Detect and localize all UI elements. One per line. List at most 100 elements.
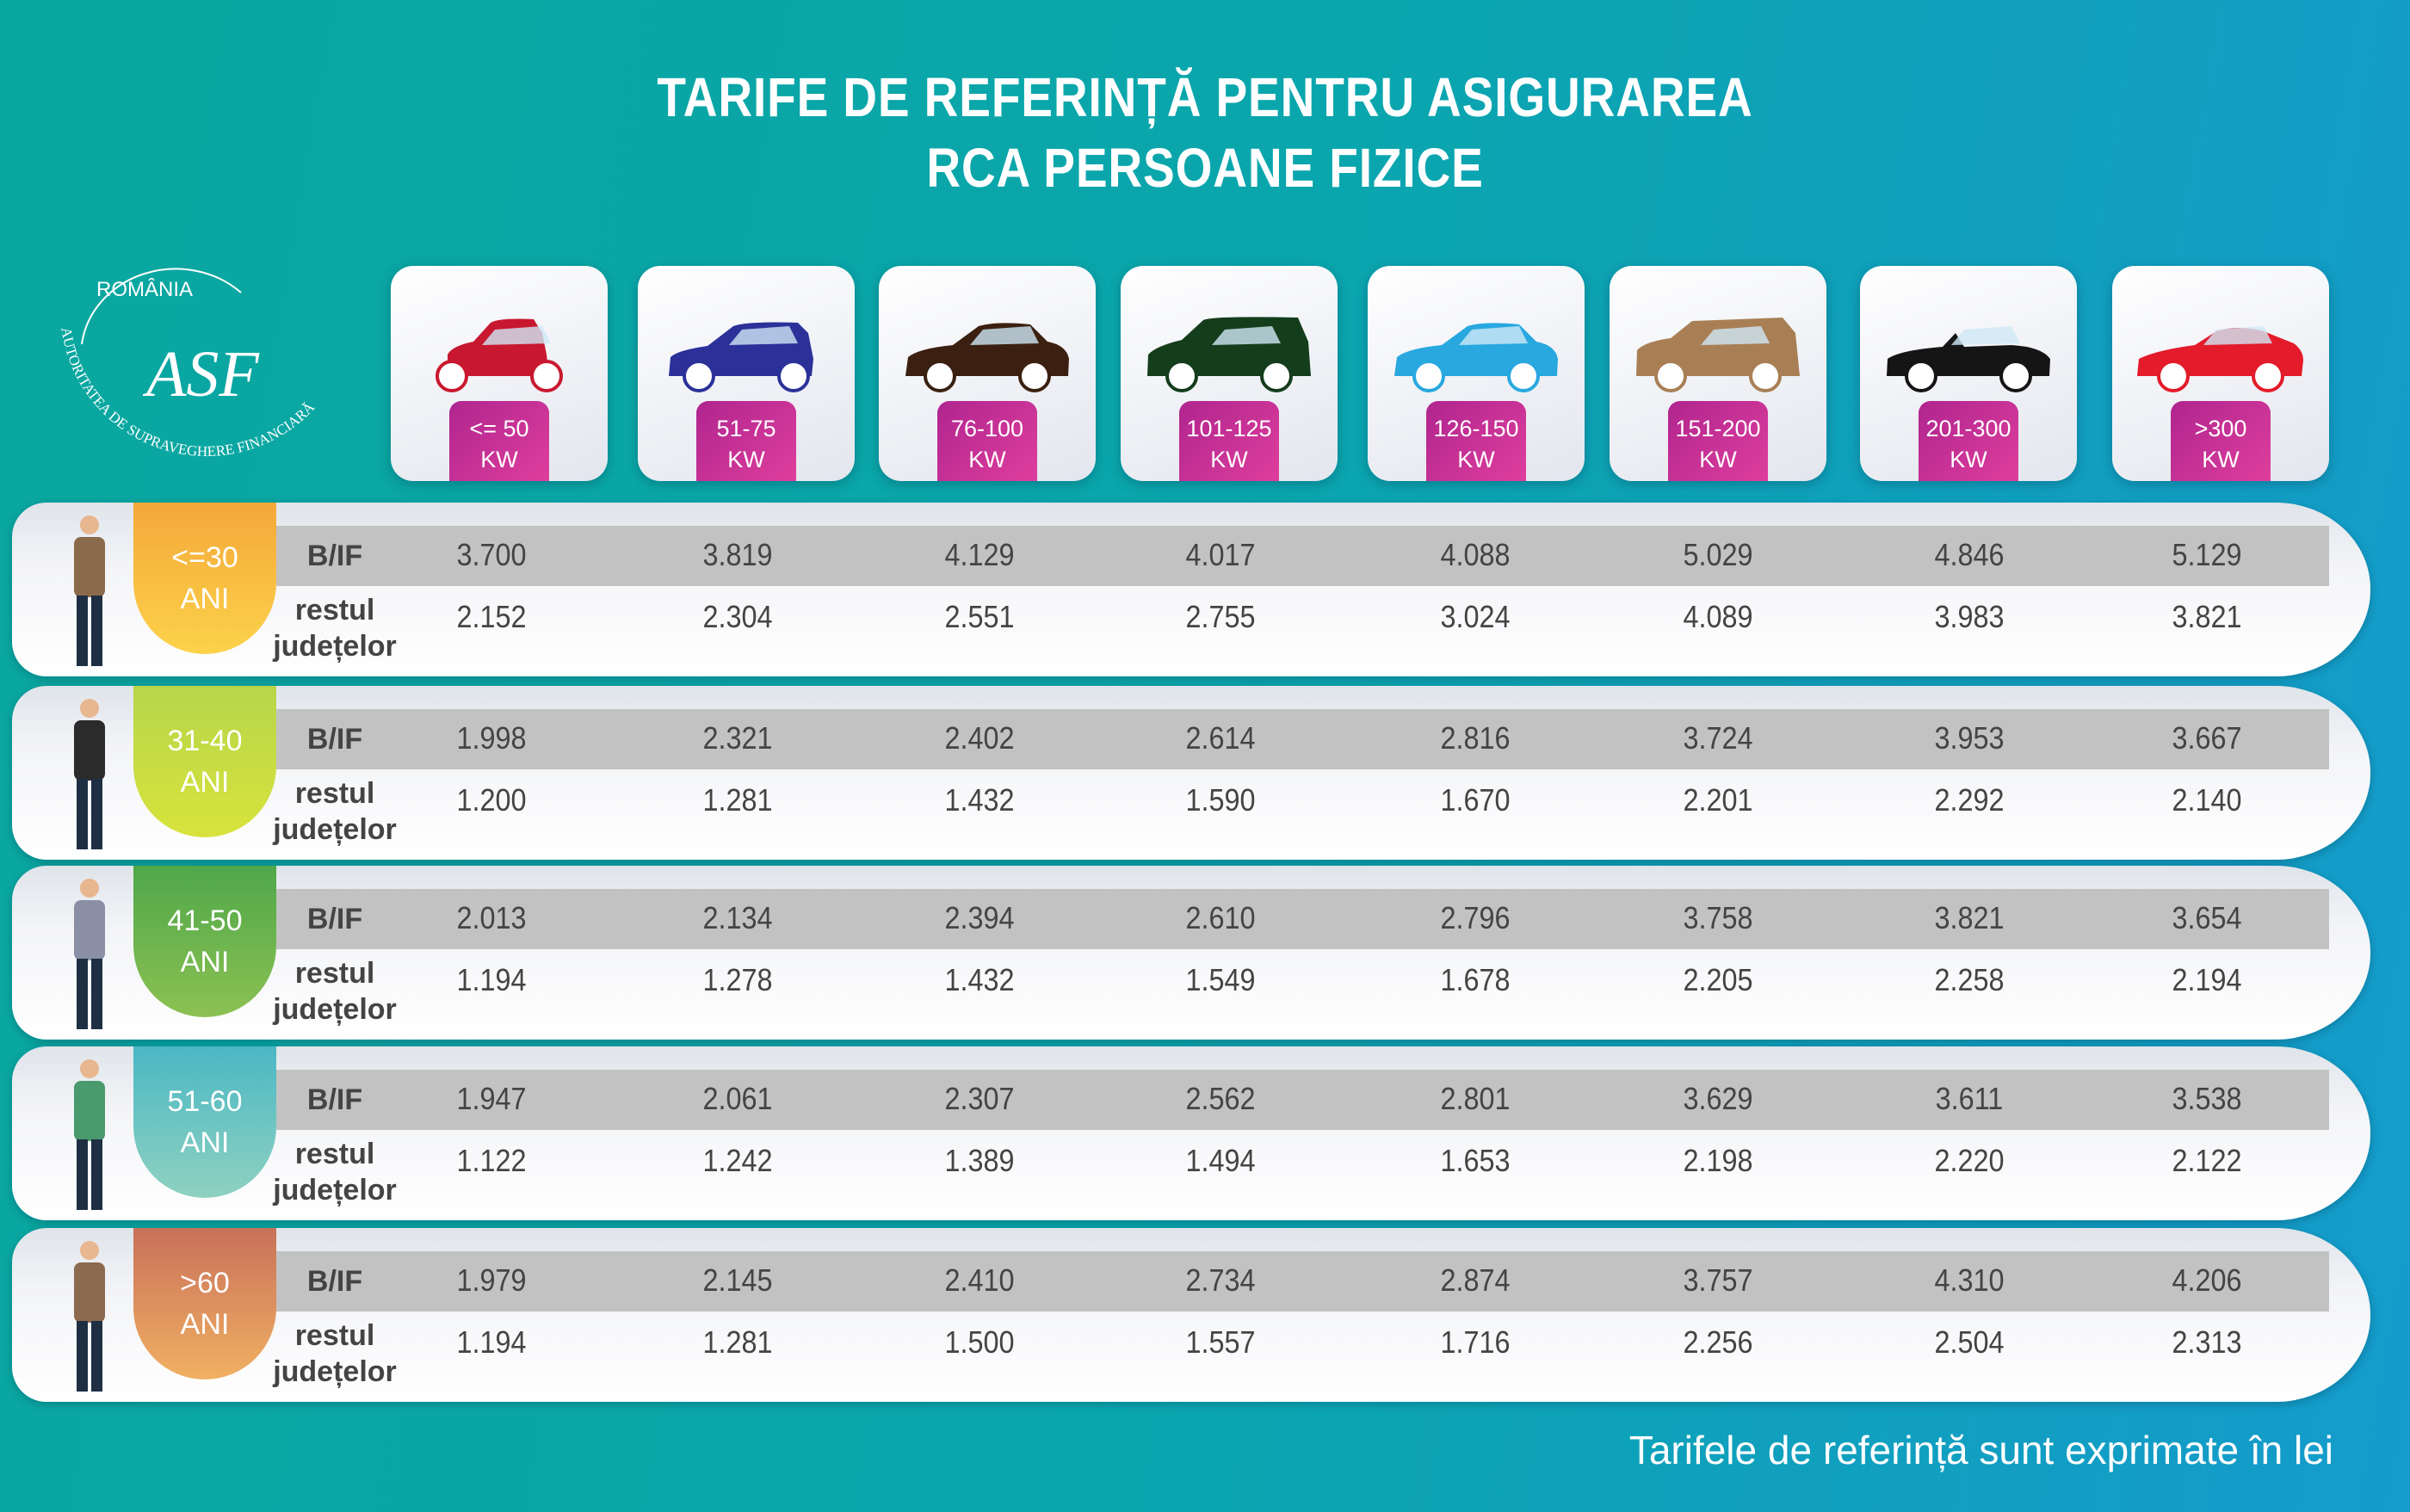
bif-label: B/IF [306, 1083, 363, 1116]
power-range-label: <= 50 KW [449, 401, 549, 481]
tariff-rest-value: 1.194 [456, 962, 527, 997]
tariff-rest-value: 1.494 [1185, 1143, 1256, 1178]
person-icon [74, 879, 105, 1029]
power-column-header: >300 KW [2112, 266, 2329, 481]
tariff-rest-value: 2.504 [1934, 1324, 2005, 1360]
power-column-header: 101-125 KW [1121, 266, 1338, 481]
tariff-rest-value: 4.089 [1683, 599, 1753, 634]
tariff-bif-value: 4.206 [2172, 1262, 2242, 1298]
suv-icon [1636, 318, 1800, 392]
tariff-rest-value: 1.122 [456, 1143, 527, 1178]
bif-stripe [276, 889, 2329, 949]
tariff-rest-value: 1.432 [944, 782, 1015, 818]
rest-label-line1: restul [294, 1319, 375, 1352]
tariff-bif-value: 2.610 [1185, 900, 1256, 935]
age-unit: ANI [180, 1126, 230, 1159]
tariff-rest-value: 1.549 [1185, 962, 1256, 997]
tariff-rest-value: 2.220 [1934, 1143, 2005, 1178]
rest-label-line2: județelor [273, 993, 397, 1026]
tariff-bif-value: 3.758 [1683, 900, 1753, 935]
power-range-label: 101-125 KW [1179, 401, 1279, 481]
tariff-bif-value: 3.821 [1934, 900, 2005, 935]
tariff-bif-value: 2.402 [944, 720, 1015, 756]
power-range-value: <= 50 [469, 416, 529, 441]
power-range-value: 151-200 [1675, 416, 1761, 441]
tariff-bif-value: 1.998 [456, 720, 527, 756]
tariff-bif-value: 4.017 [1185, 537, 1256, 572]
person-icon [74, 515, 105, 666]
age-group-badge: 51-60 ANI [133, 1046, 276, 1198]
tariff-bif-value: 3.757 [1683, 1262, 1753, 1298]
power-range-value: >300 [2194, 416, 2247, 441]
sedan-icon [1394, 323, 1558, 392]
age-group-badge: <=30 ANI [133, 503, 276, 654]
age-range: <=30 [171, 541, 238, 574]
age-group-badge: >60 ANI [133, 1228, 276, 1379]
bif-stripe [276, 1251, 2329, 1311]
person-icon [74, 1241, 105, 1392]
rest-label-line2: județelor [273, 1355, 397, 1388]
power-column-header: 151-200 KW [1610, 266, 1826, 481]
age-group-row: >60 ANI B/IF restul județelor 1.979 2.145 2… [12, 1228, 2370, 1402]
tariff-rest-value: 1.670 [1440, 782, 1511, 818]
tariff-rest-value: 2.194 [2172, 962, 2242, 997]
power-column-header: <= 50 KW [391, 266, 608, 481]
tariff-rest-value: 2.152 [456, 599, 527, 634]
tariff-rest-value: 1.678 [1440, 962, 1511, 997]
tariff-rest-value: 1.557 [1185, 1324, 1256, 1360]
power-range-value: 101-125 [1186, 416, 1272, 441]
bif-label: B/IF [306, 1265, 363, 1298]
power-column-header: 126-150 KW [1368, 266, 1585, 481]
logo-romania-text: ROMÂNIA [96, 278, 193, 301]
power-range-value: 201-300 [1925, 416, 2011, 441]
tariff-bif-value: 5.029 [1683, 537, 1753, 572]
tariff-bif-value: 2.321 [702, 720, 773, 756]
age-unit: ANI [180, 766, 230, 799]
tariff-rest-value: 3.983 [1934, 599, 2005, 634]
tariff-bif-value: 2.061 [702, 1081, 773, 1116]
tariff-rest-value: 1.500 [944, 1324, 1015, 1360]
tariff-bif-value: 4.310 [1934, 1262, 2005, 1298]
tariff-bif-value: 2.394 [944, 900, 1015, 935]
bif-label: B/IF [306, 540, 363, 572]
tariff-bif-value: 3.953 [1934, 720, 2005, 756]
title-line-1: TARIFE DE REFERINȚĂ PENTRU ASIGURAREA [657, 66, 1753, 128]
tariff-rest-value: 1.194 [456, 1324, 527, 1360]
asf-logo: ROMÂNIA AUTORITATEA DE SUPRAVEGHERE FINA… [58, 268, 318, 460]
rest-label-line2: județelor [273, 1174, 397, 1207]
tariff-rest-value: 1.242 [702, 1143, 773, 1178]
tariff-rest-value: 2.304 [702, 599, 773, 634]
power-range-unit: KW [1699, 447, 1737, 472]
person-icon [74, 1059, 105, 1210]
tariff-bif-value: 4.129 [944, 537, 1015, 572]
power-range-label: 151-200 KW [1668, 401, 1768, 481]
tariff-rest-value: 1.281 [702, 782, 773, 818]
age-unit: ANI [180, 946, 230, 978]
rest-label-line1: restul [294, 777, 375, 810]
tariff-rest-value: 2.122 [2172, 1143, 2242, 1178]
age-unit: ANI [180, 1308, 230, 1341]
age-range: 51-60 [167, 1085, 243, 1118]
tariff-bif-value: 2.562 [1185, 1081, 1256, 1116]
person-icon [74, 699, 105, 849]
bif-stripe [276, 1070, 2329, 1130]
tariff-bif-value: 2.796 [1440, 900, 1511, 935]
tariff-rest-value: 2.256 [1683, 1324, 1753, 1360]
rest-label-line2: județelor [273, 813, 397, 846]
tariff-bif-value: 5.129 [2172, 537, 2242, 572]
tariff-bif-value: 3.654 [2172, 900, 2242, 935]
tariff-rest-value: 2.313 [2172, 1324, 2242, 1360]
tariff-bif-value: 3.611 [1935, 1081, 2004, 1116]
tariff-bif-value: 4.846 [1934, 537, 2005, 572]
tariff-rest-value: 1.653 [1440, 1143, 1511, 1178]
tariff-bif-value: 3.667 [2172, 720, 2242, 756]
age-group-row: <=30 ANI B/IF restul județelor 3.700 3.819… [12, 503, 2370, 676]
power-range-label: 76-100 KW [937, 401, 1037, 481]
power-range-unit: KW [2202, 447, 2240, 472]
tariff-rest-value: 3.024 [1440, 599, 1511, 634]
tariff-bif-value: 2.734 [1185, 1262, 1256, 1298]
minivan-icon [1147, 317, 1311, 392]
tariff-bif-value: 2.801 [1440, 1081, 1511, 1116]
age-group-badge: 31-40 ANI [133, 686, 276, 837]
tariff-bif-value: 2.307 [944, 1081, 1015, 1116]
